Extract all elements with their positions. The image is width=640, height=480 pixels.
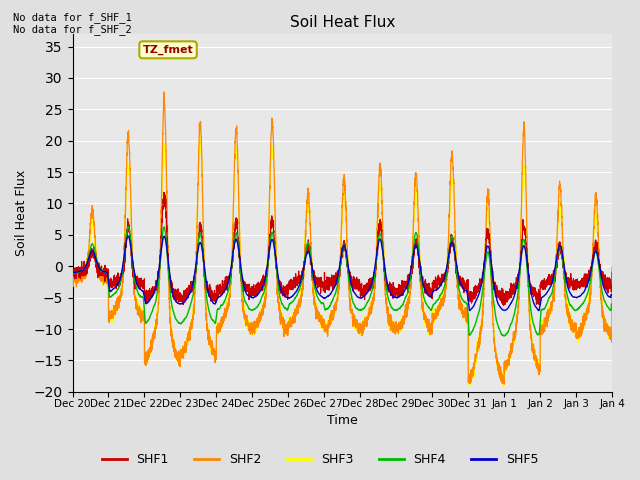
Text: No data for f_SHF_2: No data for f_SHF_2: [13, 24, 132, 35]
Legend: SHF1, SHF2, SHF3, SHF4, SHF5: SHF1, SHF2, SHF3, SHF4, SHF5: [97, 448, 543, 471]
X-axis label: Time: Time: [327, 414, 358, 427]
Text: No data for f_SHF_1: No data for f_SHF_1: [13, 12, 132, 23]
Title: Soil Heat Flux: Soil Heat Flux: [290, 15, 395, 30]
Text: TZ_fmet: TZ_fmet: [143, 45, 193, 55]
Y-axis label: Soil Heat Flux: Soil Heat Flux: [15, 170, 28, 256]
